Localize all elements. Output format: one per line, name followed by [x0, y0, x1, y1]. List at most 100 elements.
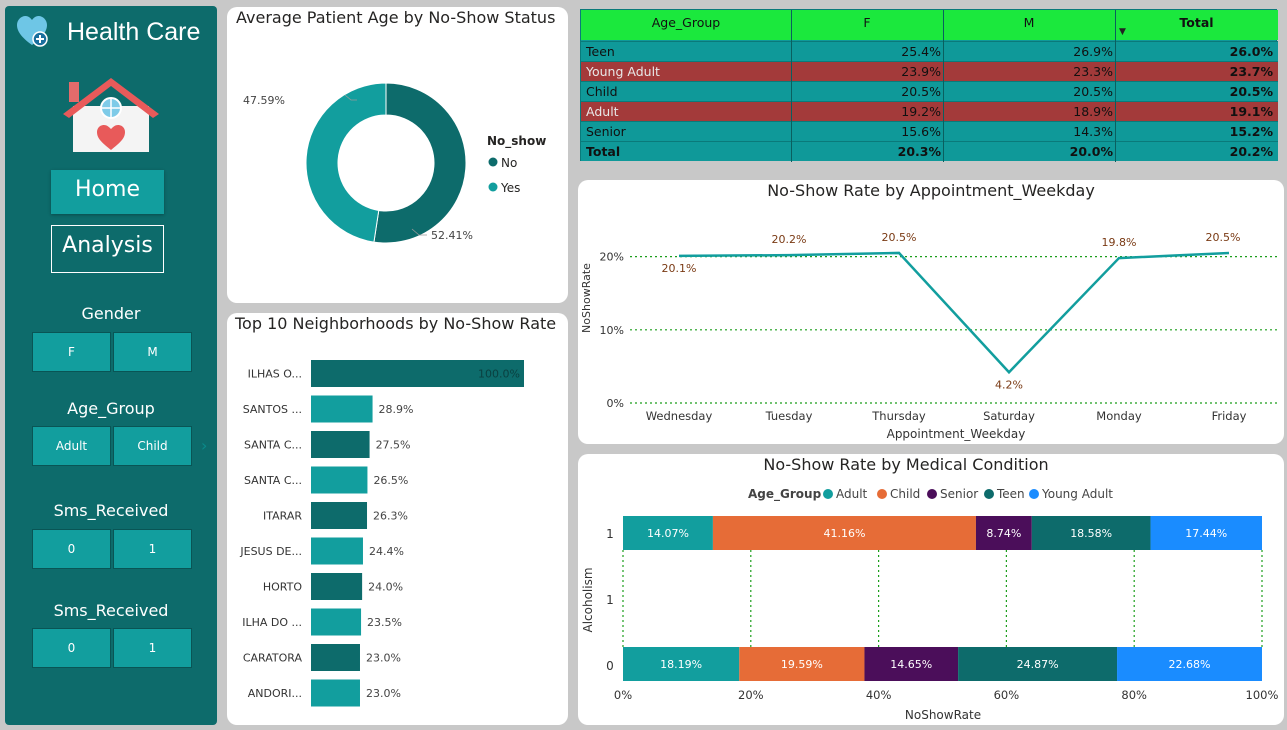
chevron-right-icon[interactable]: › [201, 436, 208, 455]
stack-segment[interactable] [975, 516, 1032, 550]
sort-desc-icon[interactable]: ▼ [1119, 27, 1126, 37]
matrix-cell: 26.9% [1073, 44, 1113, 59]
slice-label-yes: 47.59% [243, 94, 285, 107]
weekday-series-line[interactable] [678, 251, 1230, 375]
neighborhood-bar[interactable] [311, 679, 360, 707]
analysis-button[interactable]: Analysis [51, 225, 164, 273]
gender-slicer-title: Gender [81, 304, 141, 323]
stack-segment[interactable] [623, 516, 713, 550]
donut-chart-title: Average Patient Age by No-Show Status [236, 8, 556, 27]
legend-label-no: No [501, 156, 517, 170]
neighborhood-bar[interactable] [311, 395, 373, 423]
neighborhood-bar[interactable] [311, 608, 362, 636]
sms-option-1[interactable]: 1 [113, 529, 192, 569]
stack-segment[interactable] [1031, 516, 1151, 550]
matrix-cell: Child [586, 84, 618, 99]
matrix-row: Young Adult 23.9% 23.3% 23.7% [581, 61, 1278, 81]
neighborhood-bar[interactable] [311, 502, 368, 529]
donut-slice-no[interactable] [373, 82, 467, 244]
matrix-cell: Adult [586, 104, 619, 119]
stack-segment-label: 14.07% [647, 527, 689, 540]
neighborhood-bar[interactable] [311, 537, 363, 565]
neighborhood-bar[interactable] [311, 431, 370, 458]
neighborhood-bar-chart: ILHAS O... 100.0% SANTOS ... 28.9% SANTA C..… [239, 360, 524, 707]
neighborhood-data-label: 27.5% [376, 439, 411, 452]
matrix-cell: 20.5% [1229, 84, 1273, 99]
weekday-data-label: 19.8% [1102, 236, 1137, 249]
stack-segment[interactable] [1150, 516, 1262, 550]
weekday-chart-panel: No-Show Rate by Appointment_Weekday NoSh… [578, 180, 1284, 444]
matrix-cell: 20.2% [1229, 144, 1273, 159]
age-group-option-adult[interactable]: Adult [32, 426, 111, 466]
matrix-cell: 15.6% [901, 124, 941, 139]
stack-legend-label: Young Adult [1041, 487, 1113, 501]
weekday-x-tick: Saturday [983, 409, 1035, 423]
neighborhood-bar[interactable] [311, 360, 524, 387]
matrix-cell: 14.3% [1073, 124, 1113, 139]
age-group-matrix: Age_Group F M Total ▼ Teen 25.4% 26.9% 26.0… [580, 9, 1278, 162]
neighborhood-data-label: 24.0% [368, 581, 403, 594]
weekday-y-tick: 10% [600, 324, 624, 337]
sms-option-1-second[interactable]: 1 [113, 628, 192, 668]
stack-segment-label: 18.58% [1070, 527, 1112, 540]
neighborhood-data-label: 23.5% [367, 616, 402, 629]
app-title: Health Care [67, 18, 201, 46]
matrix-cell: Total [586, 144, 621, 159]
neighborhood-chart-panel: Top 10 Neighborhoods by No-Show Rate ILH… [227, 313, 568, 725]
neighborhood-tick-label: ILHA DO ... [242, 616, 302, 629]
stack-segment[interactable] [712, 516, 976, 550]
matrix-header-f[interactable]: F [863, 15, 871, 30]
donut-chart-panel: Average Patient Age by No-Show Status No… [227, 7, 568, 303]
matrix-cell: 19.1% [1229, 104, 1273, 119]
stack-x-tick: 80% [1121, 688, 1147, 702]
matrix-header-m[interactable]: M [1023, 15, 1035, 30]
weekday-data-label: 4.2% [995, 378, 1023, 391]
sms-slicer-title-2: Sms_Received [53, 601, 169, 620]
stack-segment[interactable] [864, 647, 959, 681]
stack-segment[interactable] [958, 647, 1118, 681]
matrix-cell: 23.7% [1229, 64, 1273, 79]
neighborhood-data-label: 23.0% [366, 652, 401, 665]
sms-slicer-title: Sms_Received [53, 501, 169, 520]
sms-option-0[interactable]: 0 [32, 529, 111, 569]
matrix-row: Teen 25.4% 26.9% 26.0% [581, 41, 1278, 61]
neighborhood-bar[interactable] [311, 573, 363, 600]
matrix-cell: 20.3% [897, 144, 941, 159]
home-button[interactable]: Home [51, 170, 164, 214]
gender-option-m[interactable]: M [113, 332, 192, 372]
neighborhood-tick-label: ILHAS O... [248, 368, 302, 381]
sms-option-0-second[interactable]: 0 [32, 628, 111, 668]
matrix-header-age-group[interactable]: Age_Group [651, 15, 721, 30]
neighborhood-data-label: 100.0% [478, 368, 520, 381]
matrix-cell: Young Adult [586, 64, 660, 79]
age-group-slicer-title: Age_Group [67, 399, 155, 418]
stack-segment-label: 14.65% [890, 658, 932, 671]
neighborhood-data-label: 24.4% [369, 545, 404, 558]
stack-segment-label: 22.68% [1169, 658, 1211, 671]
matrix-header-total[interactable]: Total [1179, 15, 1214, 30]
stack-x-tick: 0% [614, 688, 632, 702]
matrix-cell: 20.0% [1069, 144, 1113, 159]
neighborhood-data-label: 26.3% [373, 510, 408, 523]
weekday-data-label: 20.1% [662, 262, 697, 275]
stack-segment[interactable] [623, 647, 740, 681]
neighborhood-bar[interactable] [311, 466, 368, 494]
matrix-cell: 25.4% [901, 44, 941, 59]
medical-condition-chart-panel: No-Show Rate by Medical Condition Age_Gr… [578, 454, 1284, 725]
stack-x-tick: 20% [738, 688, 764, 702]
neighborhood-data-label: 23.0% [366, 687, 401, 700]
stack-segment[interactable] [1117, 647, 1262, 681]
stack-segment[interactable] [739, 647, 865, 681]
gender-option-f[interactable]: F [32, 332, 111, 372]
neighborhood-tick-label: JESUS DE... [239, 545, 302, 558]
legend-marker-no [488, 157, 498, 167]
age-group-option-child[interactable]: Child [113, 426, 192, 466]
legend-label-yes: Yes [500, 181, 520, 195]
stack-segment-label: 8.74% [986, 527, 1021, 540]
stack-legend-marker [984, 489, 994, 499]
donut-slice-yes[interactable] [305, 82, 387, 243]
stack-segment-label: 24.87% [1017, 658, 1059, 671]
neighborhood-bar[interactable] [311, 644, 360, 671]
neighborhood-tick-label: SANTA C... [244, 439, 302, 452]
stack-legend-marker [877, 489, 887, 499]
